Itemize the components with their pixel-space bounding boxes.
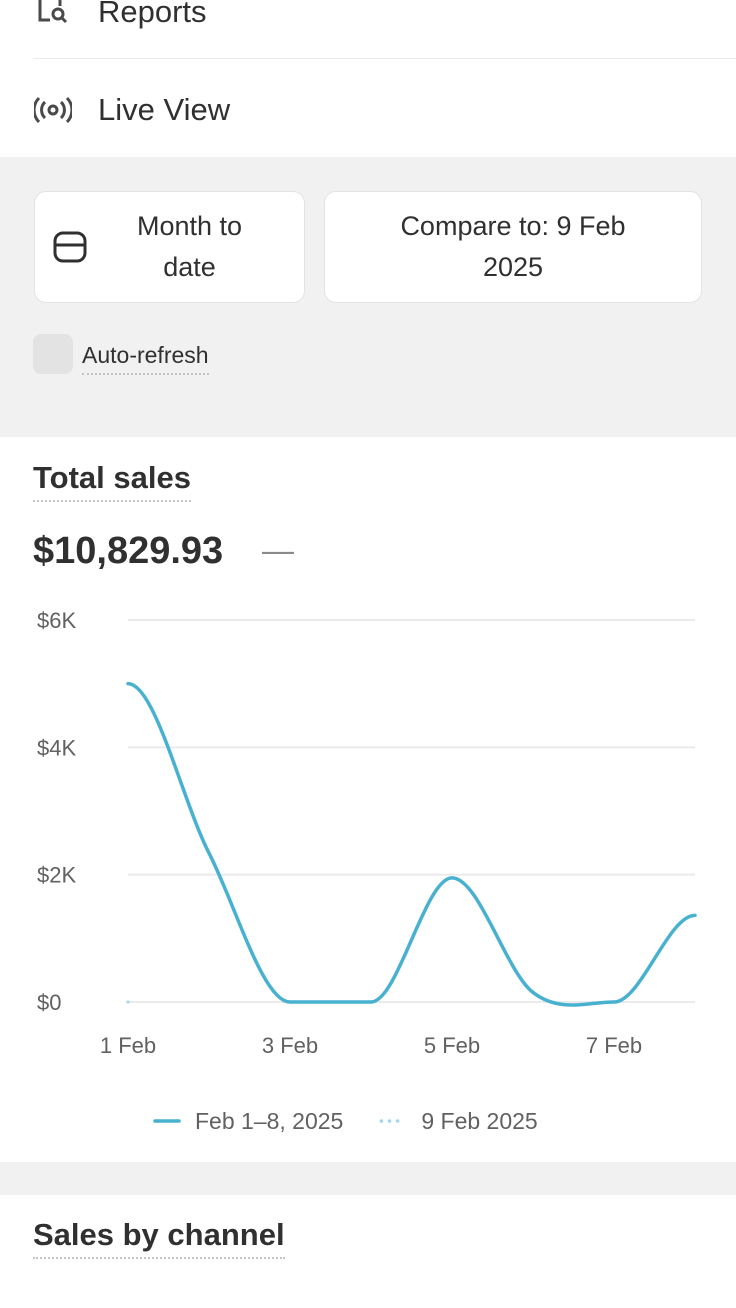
date-range-button[interactable]: Month to date [34,191,305,303]
divider [33,58,736,59]
section-gap [0,1162,736,1195]
y-tick-label: $6K [37,608,76,633]
calendar-icon [53,231,87,263]
x-tick-label: 5 Feb [424,1033,480,1058]
x-tick-label: 1 Feb [100,1033,156,1058]
x-tick-label: 7 Feb [586,1033,642,1058]
nav-item[interactable]: Live View [98,92,231,127]
checkbox-label[interactable]: Auto-refresh [82,342,209,375]
nav-item[interactable]: Reports [98,0,207,29]
chart: $0 $2K $4K $6K 1 Feb 3 Feb 5 Feb 7 Feb Feb 1–8, … [37,608,697,1134]
legend-label: 9 Feb 2025 [421,1108,537,1134]
change-indicator: — [262,532,294,568]
y-tick-label: $4K [37,735,76,760]
y-tick-label: $2K [37,863,76,888]
reports-icon [38,0,68,24]
compare-button[interactable]: Compare to: 9 Feb 2025 [324,191,702,303]
checkbox[interactable] [33,334,73,374]
card-title: Sales by channel [33,1217,285,1259]
x-tick-label: 3 Feb [262,1033,318,1058]
y-tick-label: $0 [37,990,61,1015]
date-range-label: Month to date [136,211,243,282]
card-title: Total sales [33,460,191,502]
series-line [126,681,697,1007]
legend-label: Feb 1–8, 2025 [195,1108,343,1134]
live-icon [34,96,72,124]
total-value: $10,829.93 [33,530,224,572]
compare-label: Compare to: 9 Feb 2025 [400,211,626,282]
